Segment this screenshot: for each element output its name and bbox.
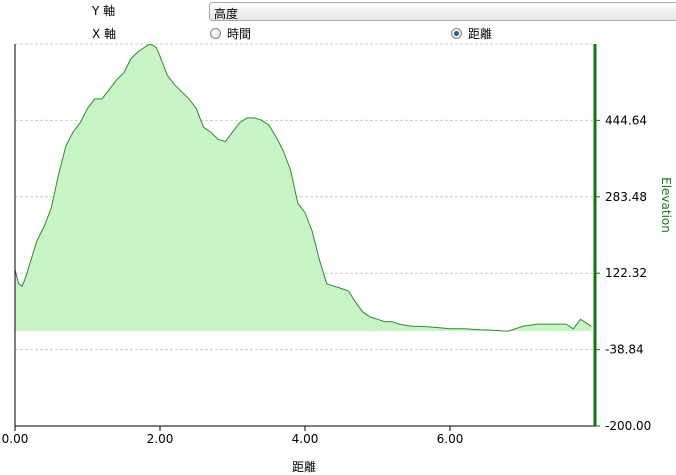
x-axis-radio-time[interactable]: 時間 [210,25,251,42]
x-axis-radio-distance[interactable]: 距離 [451,25,492,42]
x-tick-label: 6.00 [437,432,464,446]
y-axis-title: Elevation [659,177,673,233]
radio-button-icon[interactable] [210,28,221,39]
x-axis-title: 距離 [292,460,317,474]
radio-button-checked-icon[interactable] [451,28,462,39]
x-tick-label: 2.00 [147,432,174,446]
radio-distance-label: 距離 [468,27,493,41]
y-tick-label: 283.48 [605,190,647,204]
y-tick-label: 122.32 [605,266,647,280]
x-tick-label: 4.00 [292,432,319,446]
x-tick-label: 0.00 [2,432,29,446]
elevation-line [14,43,592,332]
elevation-area [15,44,592,332]
y-axis-select[interactable]: 高度 [209,2,676,21]
radio-time-label: 時間 [227,27,252,41]
y-axis-selector-label: Y 軸 [92,4,116,18]
x-axis-selector-label: X 軸 [92,27,117,41]
y-tick-label: -200.00 [605,419,651,433]
y-tick-label: -38.84 [605,343,644,357]
y-axis-select-value: 高度 [214,7,239,21]
y-tick-label: 444.64 [605,113,647,127]
